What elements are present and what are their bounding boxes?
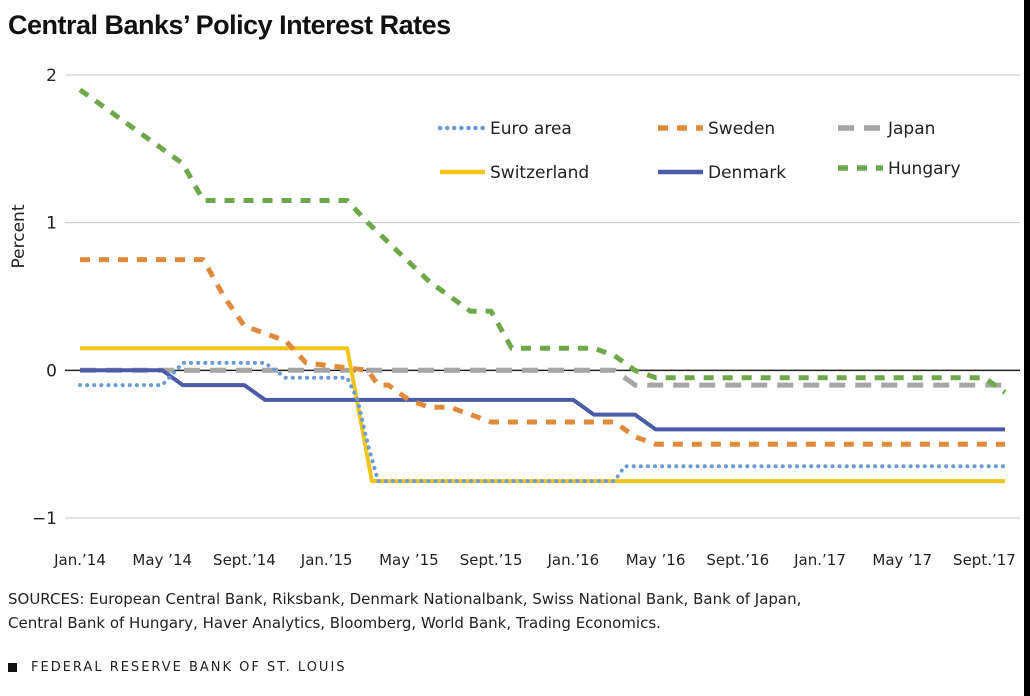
x-tick-label: Jan.’15: [300, 551, 353, 569]
y-axis-label: Percent: [9, 204, 29, 268]
legend-label-japan: Japan: [887, 119, 935, 139]
legend-label-hungary: Hungary: [888, 159, 961, 179]
x-tick-label: Sept.’14: [213, 551, 276, 569]
series-line-sweden: [80, 257, 1005, 447]
sources-line-1: SOURCES: European Central Bank, Riksbank…: [8, 590, 802, 608]
legend-label-denmark: Denmark: [708, 163, 786, 183]
x-tick-label: Jan.’16: [546, 551, 599, 569]
x-tick-label: Sept.’16: [706, 551, 769, 569]
x-tick-label: May ’15: [379, 551, 439, 569]
x-tick-label: Jan.’14: [53, 551, 106, 569]
x-tick-label: Jan.’17: [793, 551, 846, 569]
y-tick-label: 0: [46, 361, 57, 381]
line-chart: −1 0 1 2 Percent Jan.’14 May ’14 Sept.’14 Jan.’1…: [9, 66, 1020, 569]
series-line-denmark: [80, 368, 1005, 432]
y-tick-label: −1: [32, 509, 57, 529]
x-tick-label: May ’16: [626, 551, 686, 569]
sources-line-2: Central Bank of Hungary, Haver Analytics…: [8, 614, 661, 632]
y-tick-label: 2: [46, 66, 57, 86]
x-tick-label: May ’14: [132, 551, 192, 569]
y-tick-label: 1: [46, 214, 57, 234]
footer: FEDERAL RESERVE BANK OF ST. LOUIS: [8, 660, 347, 675]
x-tick-label: May ’17: [872, 551, 932, 569]
x-tick-label: Sept.’15: [460, 551, 523, 569]
legend-label-switzerland: Switzerland: [490, 163, 589, 183]
chart-title: Central Banks’ Policy Interest Rates: [8, 10, 451, 40]
sources-note: SOURCES: European Central Bank, Riksbank…: [8, 587, 1008, 635]
series-line-euro-area: [78, 360, 1007, 484]
footer-label: FEDERAL RESERVE BANK OF ST. LOUIS: [31, 660, 347, 675]
series-line-japan: [80, 367, 1005, 388]
series-line-hungary: [78, 87, 1007, 395]
legend-label-euro-area: Euro area: [490, 119, 572, 139]
footer-square-icon: [8, 663, 17, 672]
x-tick-label: Sept.’17: [953, 551, 1016, 569]
legend-label-sweden: Sweden: [708, 119, 775, 139]
